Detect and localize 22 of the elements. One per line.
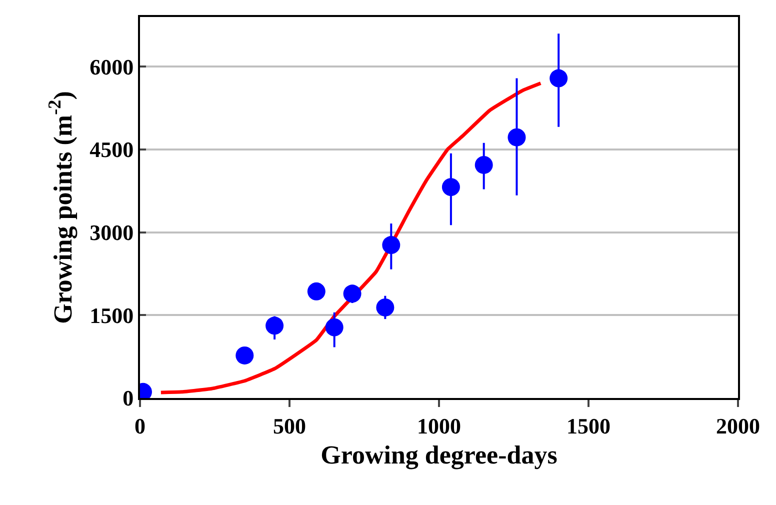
- y-tick-label: 6000: [90, 54, 134, 80]
- x-tick-label: 2000: [716, 413, 760, 438]
- y-tick-label: 3000: [90, 220, 134, 246]
- point: [442, 178, 460, 196]
- point: [325, 318, 344, 336]
- point: [382, 236, 400, 254]
- point: [343, 284, 362, 303]
- point: [508, 128, 526, 146]
- x-tick-label: 1500: [566, 413, 610, 438]
- y-tick-label: 4500: [90, 137, 134, 162]
- y-tick-label: 0: [122, 386, 134, 411]
- x-tick-label: 1000: [417, 413, 461, 438]
- point: [550, 69, 568, 88]
- line-series: [159, 82, 542, 394]
- x-tick-label: 500: [273, 413, 306, 438]
- y-tick-label: 1500: [90, 302, 134, 328]
- point: [236, 346, 254, 364]
- point: [266, 316, 284, 335]
- point: [474, 156, 493, 174]
- point: [376, 298, 394, 316]
- point: [307, 282, 326, 300]
- x-axis-title: Growing degree-days: [320, 440, 558, 470]
